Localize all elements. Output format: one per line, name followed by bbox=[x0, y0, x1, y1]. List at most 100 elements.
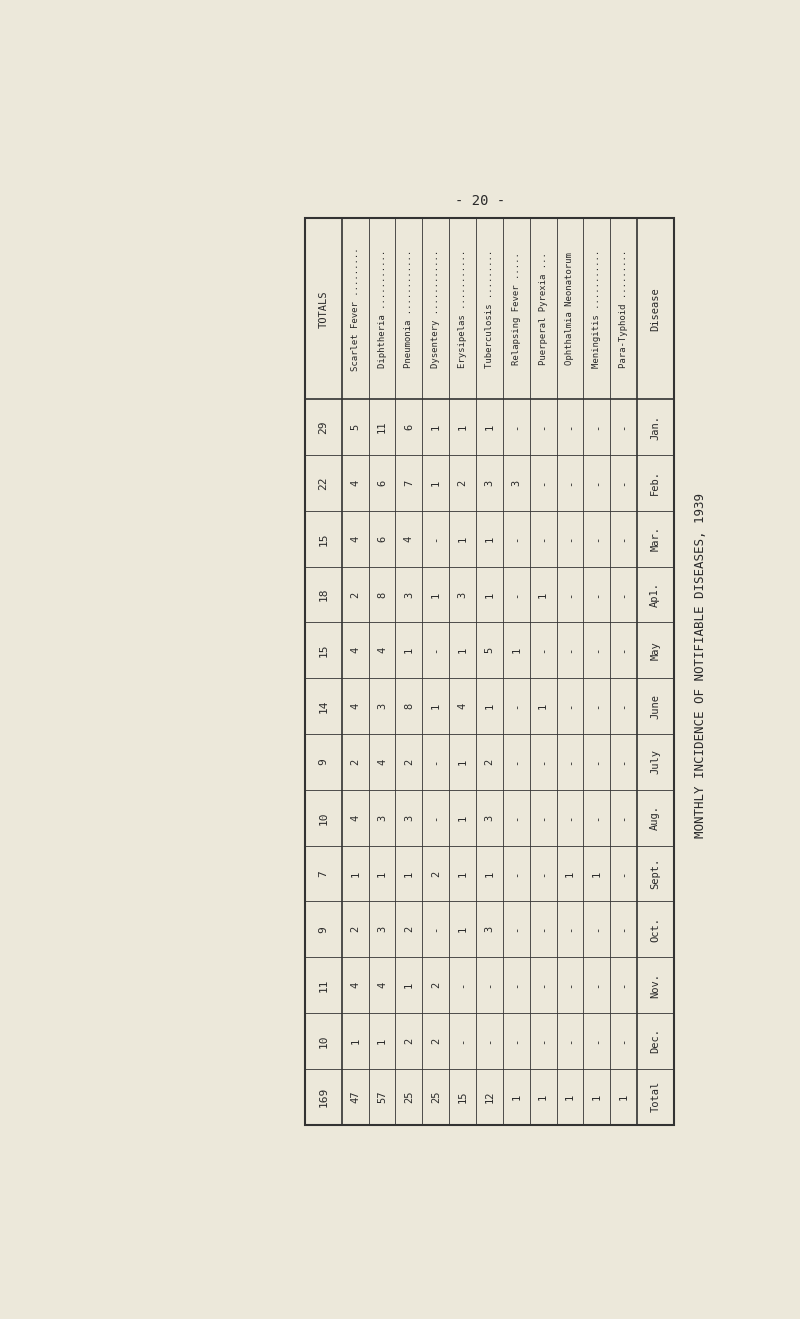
Text: Scarlet Fever .........: Scarlet Fever ......... bbox=[350, 247, 360, 371]
Text: 3: 3 bbox=[485, 815, 494, 820]
Text: -: - bbox=[511, 983, 522, 988]
Text: 15: 15 bbox=[318, 532, 329, 546]
Text: 1: 1 bbox=[404, 983, 414, 988]
Text: 15: 15 bbox=[458, 1091, 467, 1103]
Text: 57: 57 bbox=[377, 1091, 387, 1103]
Text: 2: 2 bbox=[458, 480, 467, 487]
Text: 1: 1 bbox=[485, 871, 494, 877]
Text: 2: 2 bbox=[404, 758, 414, 765]
Text: -: - bbox=[565, 536, 575, 542]
Text: Sept.: Sept. bbox=[650, 857, 660, 889]
Text: 3: 3 bbox=[404, 815, 414, 820]
Text: Feb.: Feb. bbox=[650, 471, 660, 496]
Text: -: - bbox=[592, 1038, 602, 1045]
Text: -: - bbox=[538, 758, 548, 765]
Text: 1: 1 bbox=[511, 648, 522, 653]
Text: Jan.: Jan. bbox=[650, 414, 660, 439]
Text: -: - bbox=[618, 480, 629, 487]
Text: 3: 3 bbox=[485, 926, 494, 933]
Text: -: - bbox=[592, 536, 602, 542]
Text: -: - bbox=[565, 648, 575, 653]
Text: 1: 1 bbox=[618, 1093, 629, 1100]
Text: 9: 9 bbox=[318, 926, 329, 933]
Text: -: - bbox=[430, 648, 441, 653]
Text: 1: 1 bbox=[592, 871, 602, 877]
Text: -: - bbox=[618, 983, 629, 988]
Text: 4: 4 bbox=[377, 983, 387, 988]
Text: -: - bbox=[430, 926, 441, 933]
Text: -: - bbox=[618, 536, 629, 542]
Text: 1: 1 bbox=[485, 425, 494, 430]
Text: -: - bbox=[458, 983, 467, 988]
Text: 1: 1 bbox=[511, 1093, 522, 1100]
Text: 3: 3 bbox=[377, 926, 387, 933]
Text: MONTHLY INCIDENCE OF NOTIFIABLE DISEASES, 1939: MONTHLY INCIDENCE OF NOTIFIABLE DISEASES… bbox=[694, 493, 707, 838]
Text: -: - bbox=[618, 815, 629, 820]
Text: -: - bbox=[565, 591, 575, 598]
Text: 4: 4 bbox=[377, 758, 387, 765]
Text: Total: Total bbox=[650, 1082, 660, 1112]
Text: -: - bbox=[565, 703, 575, 710]
Text: Tuberculosis .........: Tuberculosis ......... bbox=[485, 249, 494, 368]
Text: 1: 1 bbox=[538, 591, 548, 598]
Text: Mar.: Mar. bbox=[650, 526, 660, 551]
Text: Meningitis ...........: Meningitis ........... bbox=[592, 249, 602, 368]
Text: 10: 10 bbox=[318, 811, 329, 824]
Text: 7: 7 bbox=[404, 480, 414, 487]
Text: -: - bbox=[538, 871, 548, 877]
Text: 11: 11 bbox=[377, 421, 387, 434]
Text: -: - bbox=[511, 758, 522, 765]
Text: -: - bbox=[538, 536, 548, 542]
Text: 1: 1 bbox=[458, 871, 467, 877]
Text: -: - bbox=[592, 703, 602, 710]
Text: 1: 1 bbox=[350, 1038, 360, 1045]
Text: 5: 5 bbox=[485, 648, 494, 653]
Text: 3: 3 bbox=[458, 591, 467, 598]
Text: 5: 5 bbox=[350, 425, 360, 430]
Text: TOTALS: TOTALS bbox=[318, 290, 329, 327]
Text: 1: 1 bbox=[538, 1093, 548, 1100]
Text: Dec.: Dec. bbox=[650, 1029, 660, 1054]
Text: -: - bbox=[565, 983, 575, 988]
Text: 1: 1 bbox=[458, 536, 467, 542]
Text: -: - bbox=[511, 815, 522, 820]
Text: 18: 18 bbox=[318, 588, 329, 601]
Text: 2: 2 bbox=[404, 926, 414, 933]
Text: 1: 1 bbox=[430, 591, 441, 598]
Text: 4: 4 bbox=[350, 703, 360, 710]
Text: 1: 1 bbox=[458, 648, 467, 653]
Text: 2: 2 bbox=[350, 591, 360, 598]
Text: -: - bbox=[538, 648, 548, 653]
Text: Nov.: Nov. bbox=[650, 972, 660, 997]
Text: 1: 1 bbox=[485, 703, 494, 710]
Text: 8: 8 bbox=[404, 703, 414, 710]
Text: 15: 15 bbox=[318, 644, 329, 657]
Text: -: - bbox=[618, 926, 629, 933]
Text: 6: 6 bbox=[377, 480, 387, 487]
Text: -: - bbox=[430, 758, 441, 765]
Text: -: - bbox=[538, 425, 548, 430]
Bar bbox=[306, 219, 674, 1125]
Text: 14: 14 bbox=[318, 699, 329, 712]
Text: 2: 2 bbox=[430, 871, 441, 877]
Text: 1: 1 bbox=[430, 480, 441, 487]
Text: Ap1.: Ap1. bbox=[650, 582, 660, 607]
Text: -: - bbox=[511, 926, 522, 933]
Text: 1: 1 bbox=[404, 648, 414, 653]
Text: 3: 3 bbox=[404, 591, 414, 598]
Text: -: - bbox=[511, 1038, 522, 1045]
Text: 25: 25 bbox=[430, 1091, 441, 1103]
Text: -: - bbox=[592, 591, 602, 598]
Text: 6: 6 bbox=[404, 425, 414, 430]
Text: -: - bbox=[565, 815, 575, 820]
Text: -: - bbox=[592, 815, 602, 820]
Text: 1: 1 bbox=[350, 871, 360, 877]
Text: -: - bbox=[430, 536, 441, 542]
Text: -: - bbox=[618, 425, 629, 430]
Text: 4: 4 bbox=[350, 536, 360, 542]
Text: -: - bbox=[565, 425, 575, 430]
Text: -: - bbox=[565, 926, 575, 933]
Text: -: - bbox=[538, 983, 548, 988]
Text: 25: 25 bbox=[404, 1091, 414, 1103]
Text: Pneumonia ............: Pneumonia ............ bbox=[405, 249, 414, 368]
